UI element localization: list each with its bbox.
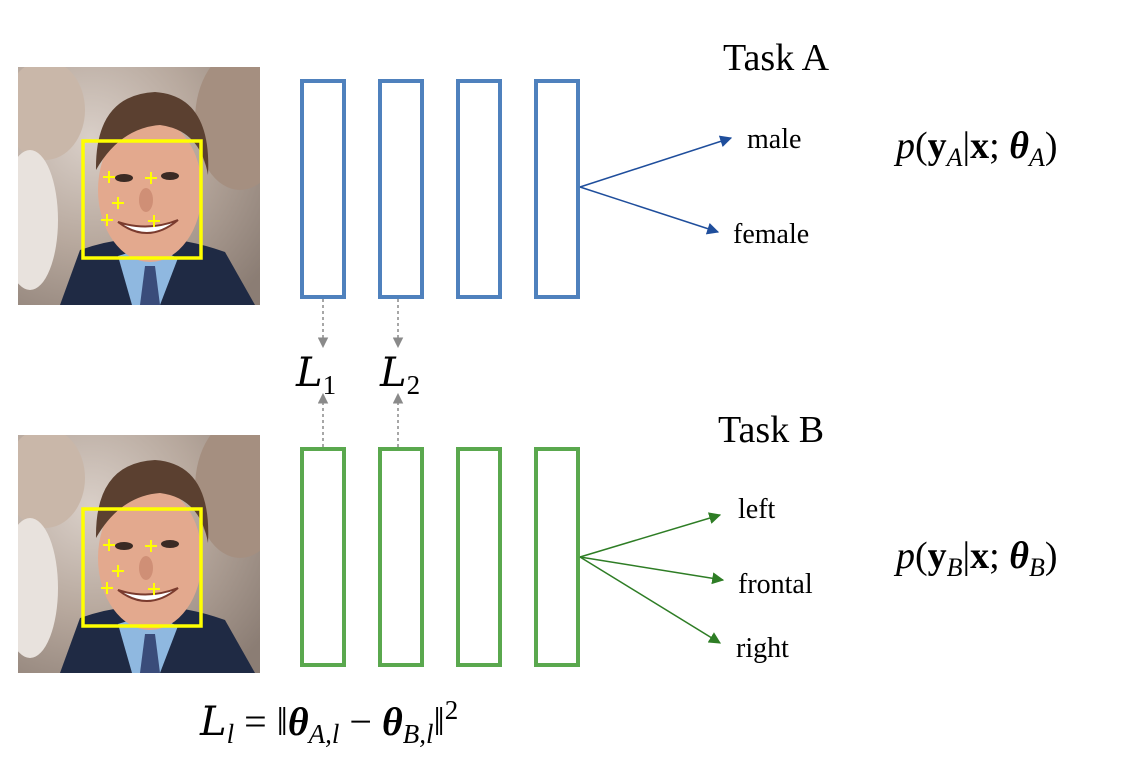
output-label-frontal: frontal [738,569,813,600]
arrow-to-female [579,186,720,235]
loss-connectors [317,299,404,447]
formula-b-theta-sub: B [1029,553,1045,582]
landmark-box-a [81,139,203,260]
task-b-network [300,447,580,667]
output-label-left: left [738,494,776,525]
formula-b-x: x [970,535,989,577]
task-a-layer-3 [456,79,502,299]
formula-a-theta-sub: A [1027,143,1045,172]
arrow-to-frontal [579,556,725,585]
formula-task-b: p(yB|x; θB) [893,535,1058,582]
arrow-to-left [579,512,722,558]
task-a-layer-1 [300,79,346,299]
task-a-title: Task A [723,37,830,79]
formula-b-y: y [928,535,947,577]
output-label-male: male [747,124,801,155]
formula-b-y-sub: B [947,553,963,582]
task-a-layer-4 [534,79,580,299]
task-b-layer-4 [534,447,580,667]
face-photo-task-b [18,435,260,673]
task-a-layer-2 [378,79,424,299]
formula-a-y-sub: A [945,143,963,172]
formula-a-y: y [928,125,947,167]
output-label-right: right [736,633,789,664]
task-b-layer-2 [378,447,424,667]
task-b-layer-3 [456,447,502,667]
task-b-layer-1 [300,447,346,667]
arrow-to-male [579,135,733,188]
arrow-to-right [579,556,722,644]
task-a-output-arrows [579,135,733,235]
loss-label-2: L2 [379,350,420,400]
landmark-box-b [81,507,203,628]
output-label-female: female [733,219,809,250]
task-a-network [300,79,580,299]
formula-b-p: p [893,535,915,577]
formula-a-x: x [970,125,989,167]
loss-equation: Ll = ‖θA,l − θB,l‖2 [199,695,458,749]
formula-task-a: p(yA|x; θA) [893,125,1058,172]
face-photo-task-a [18,67,260,305]
loss-label-1: L1 [295,350,336,400]
task-b-title: Task B [718,409,824,451]
task-b-output-arrows [579,512,725,644]
formula-a-p: p [893,125,915,167]
